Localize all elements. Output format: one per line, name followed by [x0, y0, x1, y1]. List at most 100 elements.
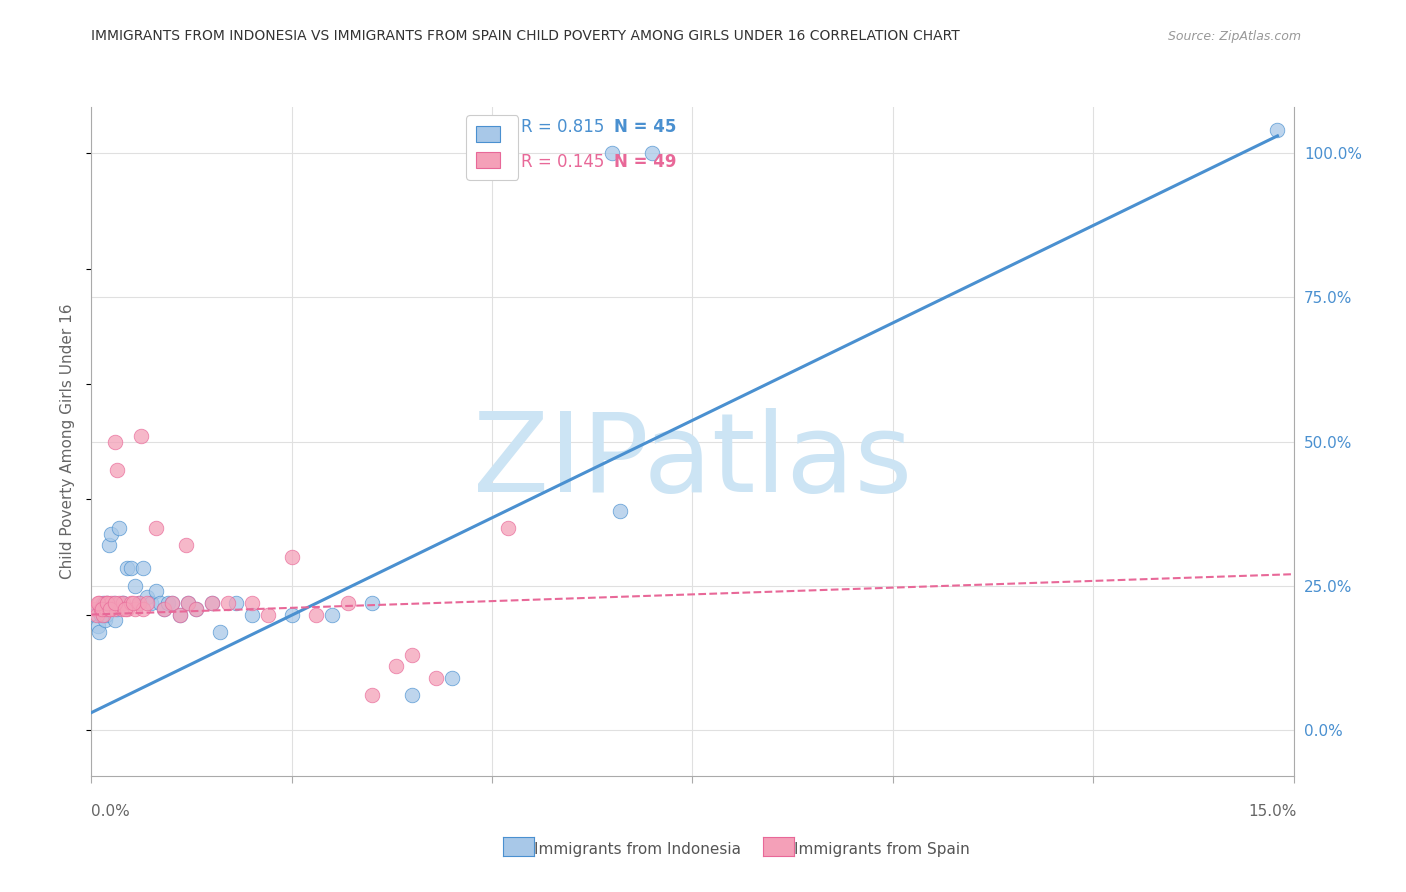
Point: [103, 596, 125, 610]
Y-axis label: Child Poverty Among Girls Under 16: Child Poverty Among Girls Under 16: [60, 304, 76, 579]
Point: [129, 429, 152, 443]
Point: [90, 607, 112, 622]
Point: [121, 561, 143, 575]
Point: [1267, 123, 1289, 137]
Text: Immigrants from Indonesia: Immigrants from Indonesia: [534, 842, 741, 856]
Point: [104, 613, 127, 627]
Point: [141, 596, 163, 610]
Point: [281, 607, 304, 622]
Point: [176, 596, 198, 610]
Point: [176, 596, 198, 610]
Text: R = 0.145: R = 0.145: [520, 153, 605, 171]
Text: 0.0%: 0.0%: [91, 805, 131, 819]
Point: [401, 648, 423, 662]
Point: [94, 613, 117, 627]
Point: [91, 607, 114, 622]
Point: [152, 602, 174, 616]
Point: [117, 561, 139, 575]
Point: [90, 602, 112, 616]
Point: [128, 596, 150, 610]
Point: [98, 538, 121, 552]
Point: [148, 596, 170, 610]
Point: [240, 607, 263, 622]
Point: [208, 624, 231, 639]
Point: [117, 602, 139, 616]
Point: [160, 596, 183, 610]
Text: N = 45: N = 45: [614, 118, 676, 136]
Point: [86, 607, 108, 622]
Point: [124, 579, 146, 593]
Point: [174, 538, 197, 552]
Point: [121, 596, 143, 610]
Point: [360, 596, 382, 610]
Point: [104, 434, 127, 449]
Point: [104, 596, 127, 610]
Point: [96, 596, 118, 610]
Point: [112, 596, 135, 610]
Point: [441, 671, 464, 685]
Point: [132, 561, 155, 575]
Point: [225, 596, 247, 610]
Point: [169, 607, 191, 622]
Point: [103, 602, 125, 616]
Point: [114, 602, 136, 616]
Point: [111, 602, 134, 616]
Point: [108, 521, 131, 535]
Point: [93, 596, 115, 610]
Text: N = 49: N = 49: [614, 153, 676, 171]
Point: [84, 607, 107, 622]
Point: [145, 521, 167, 535]
Point: [90, 602, 112, 616]
Point: [122, 596, 145, 610]
Legend: , : ,: [467, 115, 517, 179]
Point: [128, 596, 150, 610]
Point: [201, 596, 224, 610]
Point: [256, 607, 278, 622]
Text: Source: ZipAtlas.com: Source: ZipAtlas.com: [1167, 30, 1301, 43]
Point: [94, 602, 117, 616]
Point: [111, 596, 134, 610]
Point: [401, 688, 423, 702]
Point: [100, 526, 122, 541]
Point: [84, 602, 107, 616]
Point: [87, 596, 110, 610]
Point: [281, 549, 304, 564]
Point: [336, 596, 359, 610]
Point: [425, 671, 447, 685]
Point: [96, 596, 118, 610]
Point: [105, 602, 128, 616]
Point: [609, 504, 631, 518]
Point: [100, 596, 122, 610]
Point: [152, 602, 174, 616]
Point: [305, 607, 328, 622]
Point: [89, 624, 111, 639]
Point: [641, 146, 664, 161]
Point: [184, 602, 207, 616]
Point: [156, 596, 179, 610]
Point: [160, 596, 183, 610]
Point: [360, 688, 382, 702]
Point: [94, 596, 117, 610]
Point: [98, 602, 121, 616]
Text: 15.0%: 15.0%: [1249, 805, 1296, 819]
Point: [108, 596, 131, 610]
Point: [602, 146, 624, 161]
Point: [124, 602, 146, 616]
Point: [496, 521, 519, 535]
Point: [184, 602, 207, 616]
Point: [145, 584, 167, 599]
Point: [87, 619, 110, 633]
Text: IMMIGRANTS FROM INDONESIA VS IMMIGRANTS FROM SPAIN CHILD POVERTY AMONG GIRLS UND: IMMIGRANTS FROM INDONESIA VS IMMIGRANTS …: [91, 29, 960, 43]
Text: Immigrants from Spain: Immigrants from Spain: [794, 842, 970, 856]
Point: [98, 602, 121, 616]
Point: [169, 607, 191, 622]
Point: [96, 596, 118, 610]
Point: [321, 607, 343, 622]
Point: [105, 463, 128, 477]
Point: [240, 596, 263, 610]
Point: [217, 596, 239, 610]
Point: [136, 596, 159, 610]
Point: [136, 591, 159, 605]
Point: [93, 607, 115, 622]
Point: [132, 602, 155, 616]
